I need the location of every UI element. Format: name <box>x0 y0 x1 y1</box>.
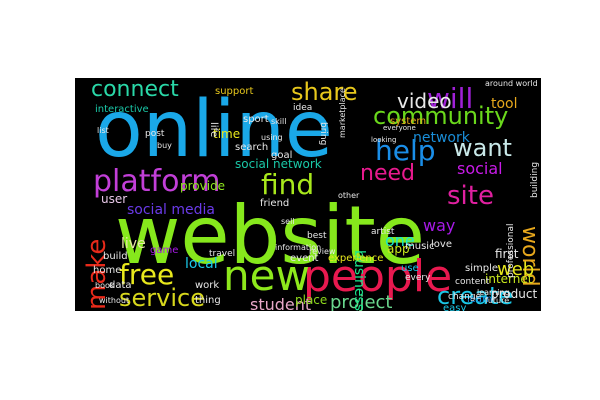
cloud-word-online: online <box>95 85 333 175</box>
cloud-word-change: change <box>448 292 482 302</box>
cloud-word-time: time <box>213 127 240 141</box>
cloud-word-world: world <box>517 226 541 287</box>
cloud-word-marketplace: marketplace <box>338 88 347 138</box>
cloud-word-new: new <box>223 251 310 300</box>
cloud-word-life: life <box>208 122 219 137</box>
cloud-word-web: web <box>497 259 534 280</box>
cloud-word-sport: sport <box>243 114 269 125</box>
cloud-word-everyone: everyone <box>383 124 416 132</box>
cloud-word-social-media: social media <box>127 202 215 218</box>
cloud-word-platform: platform <box>93 164 220 199</box>
cloud-word-product: product <box>491 287 537 301</box>
cloud-word-easy: easy <box>443 303 466 311</box>
cloud-word-system: system <box>390 116 426 127</box>
cloud-word-event: event <box>290 253 319 264</box>
cloud-word-app: app <box>387 242 410 256</box>
cloud-word-build: build <box>103 251 128 262</box>
cloud-word-future: future <box>485 296 509 305</box>
cloud-word-will: will <box>427 82 473 115</box>
cloud-word-connect: connect <box>91 78 179 102</box>
cloud-word-building: building <box>530 162 540 198</box>
cloud-word-find: find <box>261 168 314 201</box>
cloud-word-love: love <box>431 239 452 250</box>
cloud-word-student: student <box>250 295 311 311</box>
cloud-word-data: data <box>109 280 132 291</box>
cloud-word-internet: internet <box>485 272 533 286</box>
word-cloud: online website people new platform site commun… <box>75 78 541 311</box>
cloud-word-want: want <box>453 134 512 162</box>
cloud-word-live: live <box>121 236 146 252</box>
cloud-word-list: list <box>97 126 109 135</box>
cloud-word-learning: learning <box>477 288 510 297</box>
cloud-word-service: service <box>119 284 205 311</box>
cloud-word-use: use <box>401 263 419 274</box>
cloud-word-best: best <box>307 231 327 241</box>
cloud-word-support: support <box>215 86 253 97</box>
cloud-word-share: share <box>291 78 358 106</box>
cloud-word-project: project <box>330 292 392 311</box>
cloud-word-buy: buy <box>157 141 172 150</box>
cloud-word-simple: simple <box>465 263 498 274</box>
cloud-word-search: search <box>235 142 268 153</box>
cloud-word-make: make <box>82 239 112 310</box>
cloud-word-user: user <box>101 192 127 206</box>
cloud-word-travel: travel <box>209 249 235 259</box>
cloud-word-site: site <box>447 181 494 211</box>
cloud-word-information: information <box>275 243 321 252</box>
cloud-word-content: content <box>455 277 490 287</box>
cloud-word-bring: bring <box>318 122 328 145</box>
cloud-word-video: video <box>397 89 452 113</box>
cloud-word-network: network <box>413 130 471 146</box>
cloud-word-around-world: around world <box>485 79 538 88</box>
cloud-word-tool: tool <box>491 96 518 112</box>
cloud-word-home: home <box>93 265 121 276</box>
cloud-word-provide: provide <box>180 179 225 193</box>
cloud-word-local: local <box>185 256 218 272</box>
cloud-word-using: using <box>261 133 283 142</box>
cloud-word-free: free <box>119 258 174 291</box>
cloud-word-need: need <box>360 161 415 186</box>
cloud-word-looking: looking <box>371 136 396 144</box>
cloud-word-professional: professional <box>506 223 516 278</box>
cloud-word-social: social <box>457 159 503 178</box>
cloud-word-thing: thing <box>195 295 221 306</box>
cloud-word-game: game <box>150 245 178 256</box>
cloud-word-website: website <box>115 189 425 282</box>
cloud-word-business: business <box>351 250 367 311</box>
cloud-word-one: one <box>385 231 415 250</box>
cloud-word-social-network: social network <box>235 157 322 171</box>
cloud-word-interactive: interactive <box>95 104 149 115</box>
cloud-word-learn: learn <box>467 294 492 305</box>
cloud-word-without: without <box>99 296 129 305</box>
cloud-word-first: first <box>495 247 519 261</box>
cloud-word-community: community <box>373 102 508 130</box>
cloud-word-goal: goal <box>271 150 292 161</box>
cloud-word-music: music <box>405 241 435 252</box>
cloud-word-book: book <box>95 281 115 290</box>
cloud-word-way: way <box>423 216 455 235</box>
cloud-word-other: other <box>338 191 360 200</box>
cloud-word-sell: sell <box>281 217 295 226</box>
cloud-word-help: help <box>375 134 436 167</box>
cloud-word-idea: idea <box>293 103 312 113</box>
cloud-word-post: post <box>145 129 165 139</box>
cloud-word-people: people <box>303 251 452 302</box>
cloud-word-artist: artist <box>371 227 395 237</box>
cloud-word-friend: friend <box>260 198 289 209</box>
cloud-word-place: place <box>295 293 327 307</box>
cloud-word-every: every <box>405 273 431 283</box>
cloud-word-work: work <box>195 280 219 291</box>
cloud-word-experience: experience <box>328 253 383 264</box>
cloud-word-skill: skill <box>271 117 286 126</box>
cloud-word-create: create <box>437 282 513 310</box>
cloud-word-review: review <box>309 247 336 256</box>
